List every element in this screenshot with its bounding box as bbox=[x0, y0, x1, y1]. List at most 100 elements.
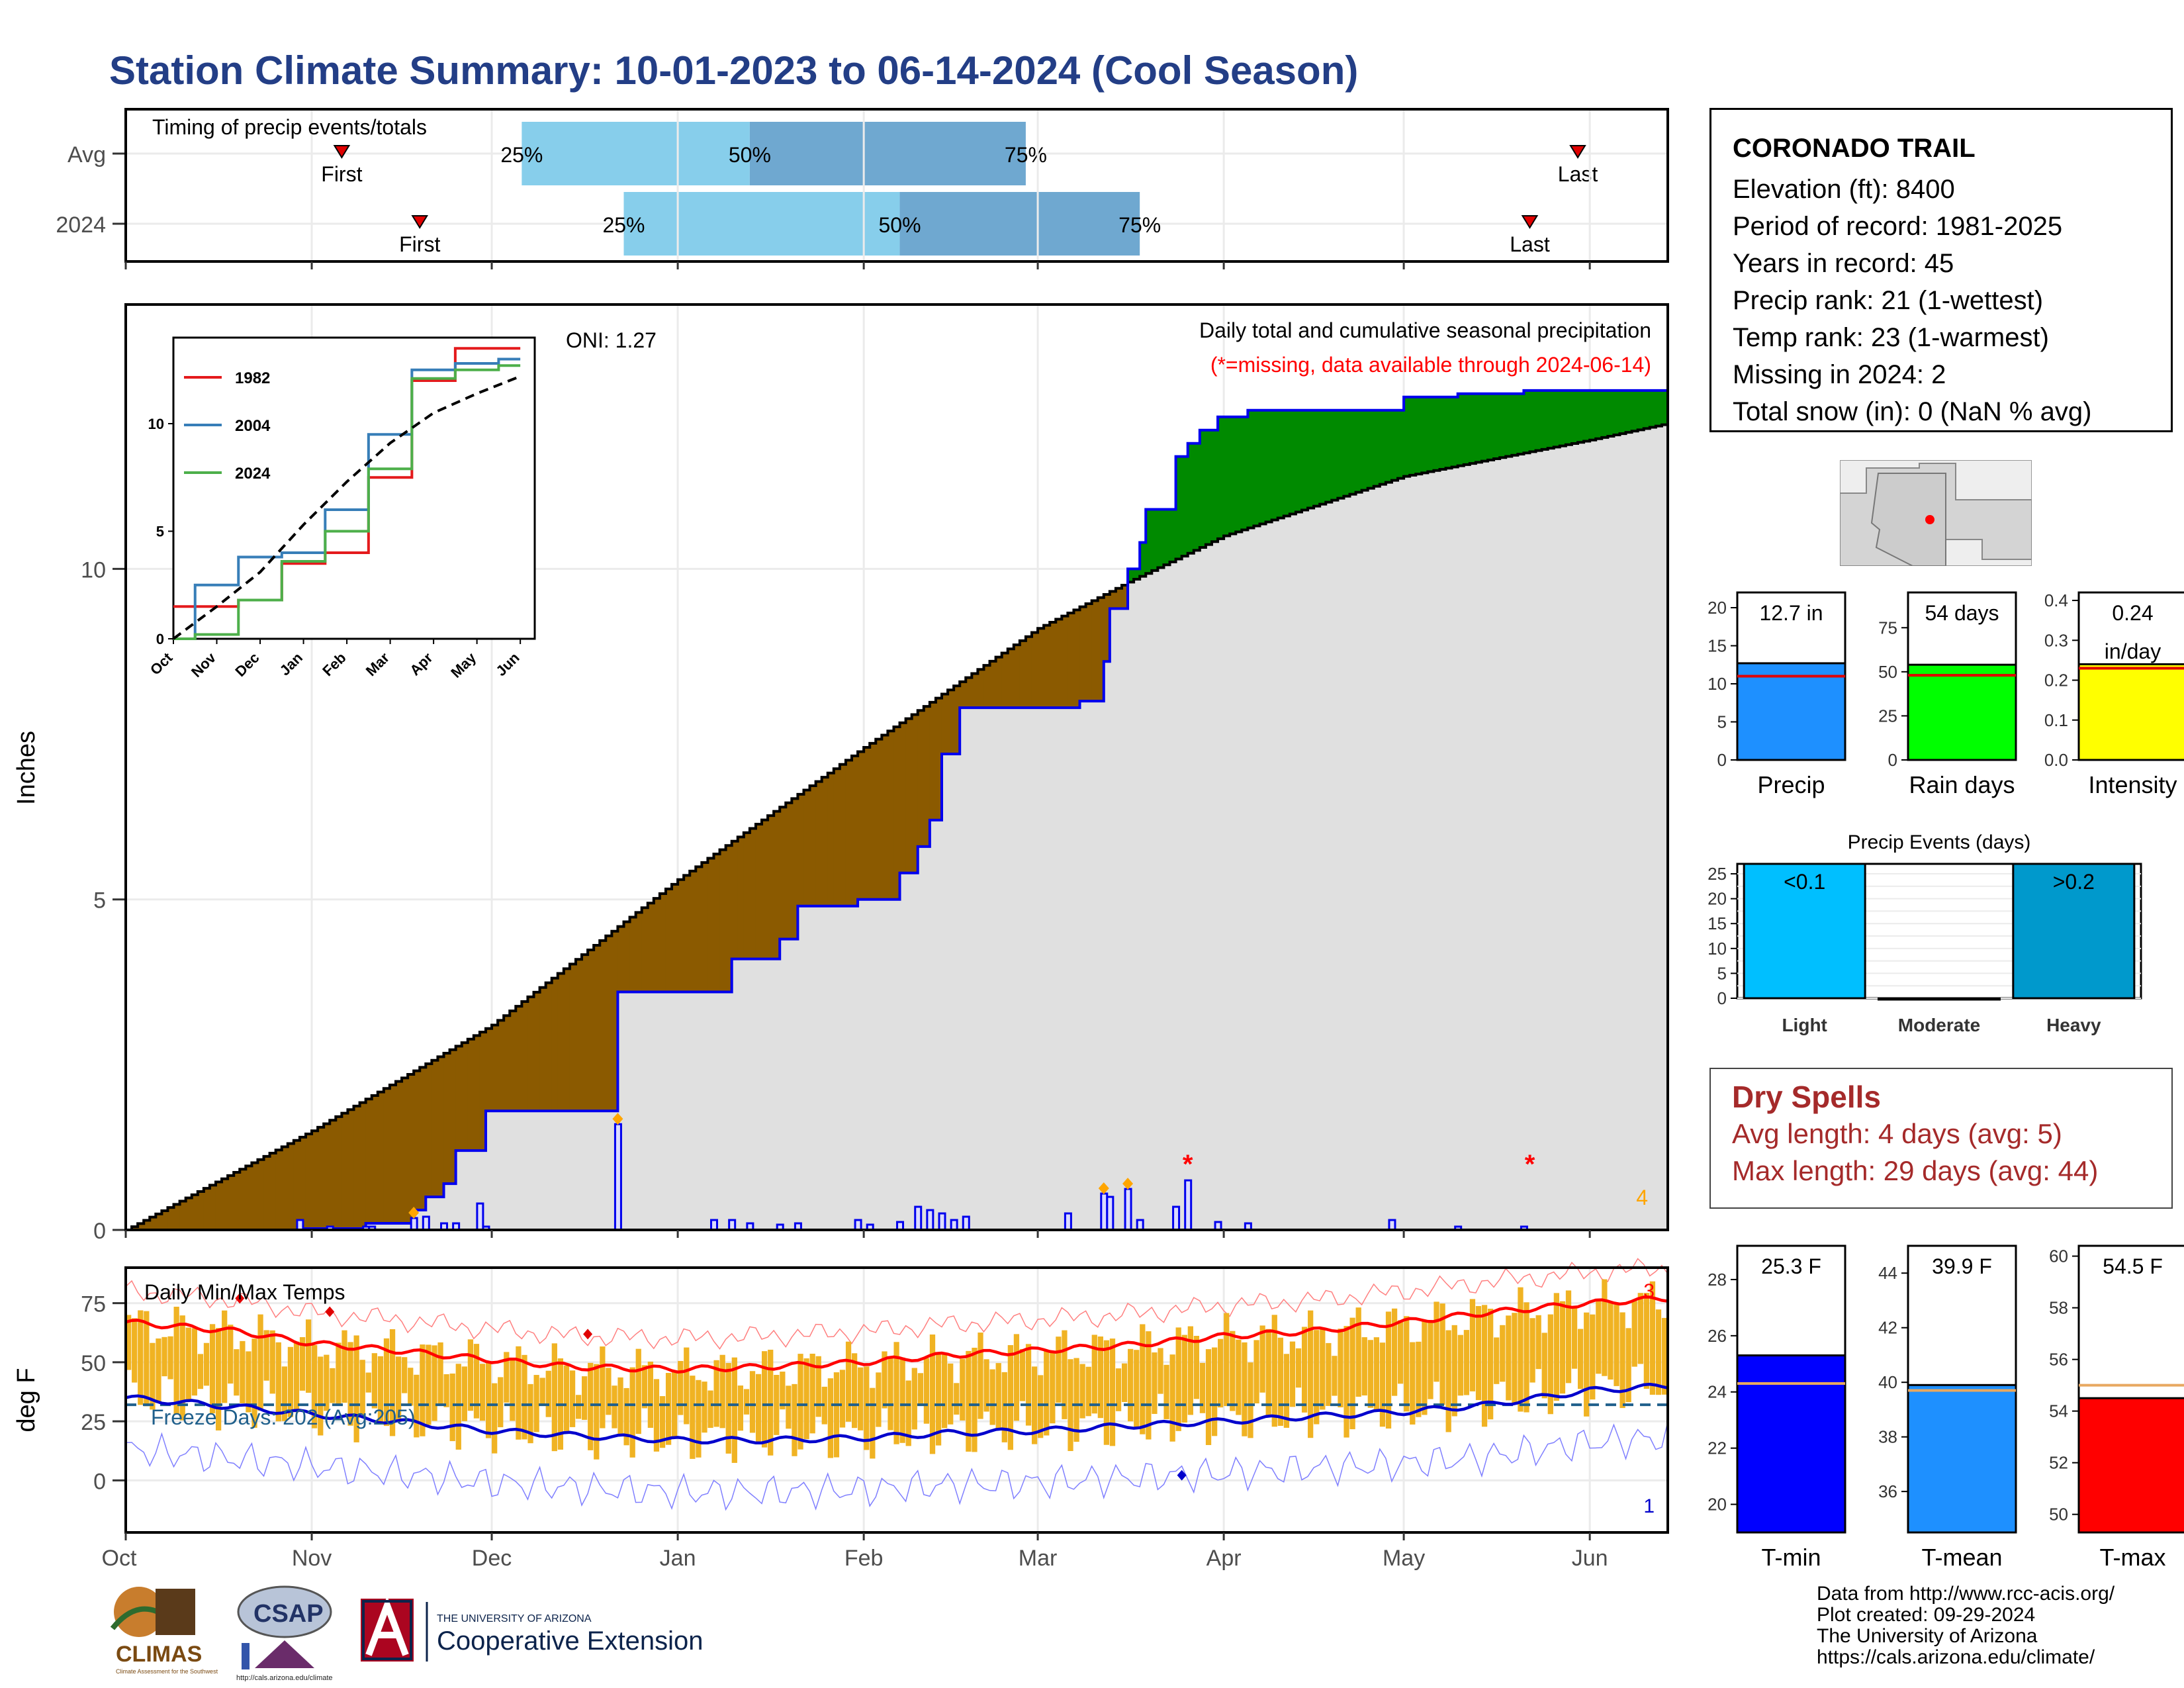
surplus-sliver bbox=[1524, 390, 1531, 453]
daily-temp-bar bbox=[1512, 1313, 1518, 1405]
deficit-sliver bbox=[1103, 594, 1111, 662]
deficit-sliver bbox=[647, 903, 655, 992]
daily-temp-bar bbox=[287, 1346, 294, 1417]
deficit-sliver bbox=[774, 811, 780, 959]
daily-temp-bar bbox=[1488, 1309, 1494, 1420]
daily-temp-bar bbox=[563, 1365, 570, 1431]
panel-ytick-label: 0.3 bbox=[2044, 630, 2068, 650]
month-label: Nov bbox=[292, 1546, 332, 1571]
daily-temp-bar bbox=[1391, 1308, 1398, 1396]
daily-temp-bar bbox=[293, 1341, 300, 1413]
daily-temp-bar bbox=[1236, 1339, 1242, 1415]
record-high-marker bbox=[583, 1329, 593, 1340]
deficit-sliver bbox=[935, 698, 942, 820]
daily-temp-bar bbox=[156, 1338, 161, 1403]
daily-temp-bar bbox=[780, 1372, 786, 1410]
panel-ytick-label: 0.2 bbox=[2044, 671, 2068, 690]
deficit-sliver bbox=[443, 1053, 451, 1184]
record-high-marker bbox=[235, 1293, 245, 1304]
daily-temp-bar bbox=[1314, 1330, 1320, 1425]
daily-temp-bar bbox=[1025, 1344, 1032, 1426]
daily-temp-bar bbox=[1103, 1340, 1110, 1445]
deficit-sliver bbox=[516, 1006, 522, 1111]
surplus-sliver bbox=[1295, 410, 1302, 512]
deficit-sliver bbox=[347, 1109, 355, 1229]
daily-precip-bar bbox=[709, 1219, 718, 1231]
daily-temp-bar bbox=[443, 1374, 449, 1407]
daily-temp-bar bbox=[617, 1377, 623, 1434]
daily-temp-bar bbox=[1385, 1311, 1392, 1429]
timing-bar-50-75 bbox=[749, 122, 1026, 185]
daily-temp-bar bbox=[1056, 1336, 1062, 1403]
inset-series-avg bbox=[172, 375, 521, 640]
surplus-sliver bbox=[1541, 390, 1549, 449]
deficit-sliver bbox=[161, 1211, 169, 1230]
daily-temp-bar bbox=[209, 1324, 216, 1414]
deficit-sliver bbox=[432, 1060, 439, 1197]
deficit-sliver bbox=[941, 694, 948, 755]
daily-temp-bar bbox=[935, 1352, 942, 1446]
daily-temps-chart: 0 25 50 75 Freeze Days: 202 (Avg:205) Daily M… bbox=[13, 1258, 1669, 1571]
daily-temp-bar bbox=[191, 1328, 197, 1396]
deficit-sliver bbox=[893, 727, 901, 900]
daily-precip-bar bbox=[926, 1209, 934, 1231]
panel-bar-precip bbox=[1736, 662, 1846, 761]
month-label: Dec bbox=[472, 1546, 512, 1571]
surplus-sliver bbox=[1451, 397, 1459, 467]
panel-ytick-label: 0.0 bbox=[2044, 750, 2068, 770]
daily-temp-bar bbox=[1439, 1303, 1445, 1405]
daily-temp-bar bbox=[1248, 1362, 1253, 1438]
surplus-sliver bbox=[1506, 393, 1512, 457]
deficit-sliver bbox=[467, 1039, 475, 1151]
station-temp-rank: Temp rank: 23 (1-warmest) bbox=[1733, 323, 2049, 352]
daily-temp-bar bbox=[575, 1395, 582, 1419]
deficit-sliver bbox=[978, 669, 985, 708]
daily-temp-bar bbox=[1253, 1340, 1259, 1404]
deficit-sliver bbox=[479, 1032, 486, 1151]
timing-row-label: 2024 bbox=[56, 212, 106, 238]
deficit-sliver bbox=[498, 1020, 504, 1111]
surplus-sliver bbox=[1385, 410, 1392, 483]
daily-temp-bar bbox=[1230, 1331, 1236, 1411]
deficit-sliver bbox=[929, 702, 936, 820]
deficit-sliver bbox=[617, 926, 625, 992]
panel-value-label: 54.5 F bbox=[2103, 1254, 2163, 1278]
deficit-sliver bbox=[696, 867, 702, 992]
deficit-sliver bbox=[1062, 616, 1068, 708]
surplus-sliver bbox=[1428, 397, 1435, 472]
daily-precip-bar bbox=[914, 1205, 923, 1231]
locator-map bbox=[1840, 460, 2032, 566]
deficit-sliver bbox=[1025, 636, 1032, 708]
daily-temp-bar bbox=[1379, 1342, 1386, 1427]
deficit-sliver bbox=[1056, 619, 1062, 708]
daily-temp-bar bbox=[1506, 1315, 1512, 1401]
panel-bar-intensity bbox=[2077, 663, 2184, 761]
daily-temp-bar bbox=[1152, 1352, 1158, 1414]
panel-ytick-label: 60 bbox=[2049, 1246, 2068, 1266]
panel-label: T-mean bbox=[1921, 1544, 2002, 1571]
panel-ytick-label: 26 bbox=[1707, 1326, 1727, 1346]
temp-ytick-label: 50 bbox=[81, 1351, 106, 1376]
timing-pct-label: 25% bbox=[500, 143, 543, 167]
deficit-sliver bbox=[402, 1078, 408, 1224]
surplus-sliver bbox=[1175, 456, 1183, 559]
deficit-sliver bbox=[167, 1207, 175, 1230]
events-ytick-label: 25 bbox=[1707, 864, 1727, 884]
panel-ytick-label: 44 bbox=[1878, 1263, 1897, 1283]
daily-precip-bar bbox=[1064, 1212, 1072, 1231]
daily-temp-bar bbox=[1463, 1330, 1470, 1395]
surplus-sliver bbox=[1187, 443, 1195, 553]
daily-temp-bar bbox=[917, 1373, 923, 1406]
deficit-sliver bbox=[821, 777, 829, 906]
deficit-sliver bbox=[678, 879, 684, 992]
daily-temp-bar bbox=[246, 1351, 251, 1413]
deficit-sliver bbox=[755, 824, 762, 959]
deficit-sliver bbox=[612, 931, 619, 1111]
deficit-sliver bbox=[191, 1194, 199, 1230]
panel-bar-t-min bbox=[1736, 1354, 1846, 1534]
daily-temp-bar bbox=[1445, 1330, 1451, 1432]
station-location-dot bbox=[1925, 515, 1934, 524]
daily-temp-bar bbox=[797, 1354, 803, 1450]
daily-temp-bar bbox=[1308, 1310, 1314, 1438]
daily-temp-bar bbox=[222, 1310, 228, 1403]
